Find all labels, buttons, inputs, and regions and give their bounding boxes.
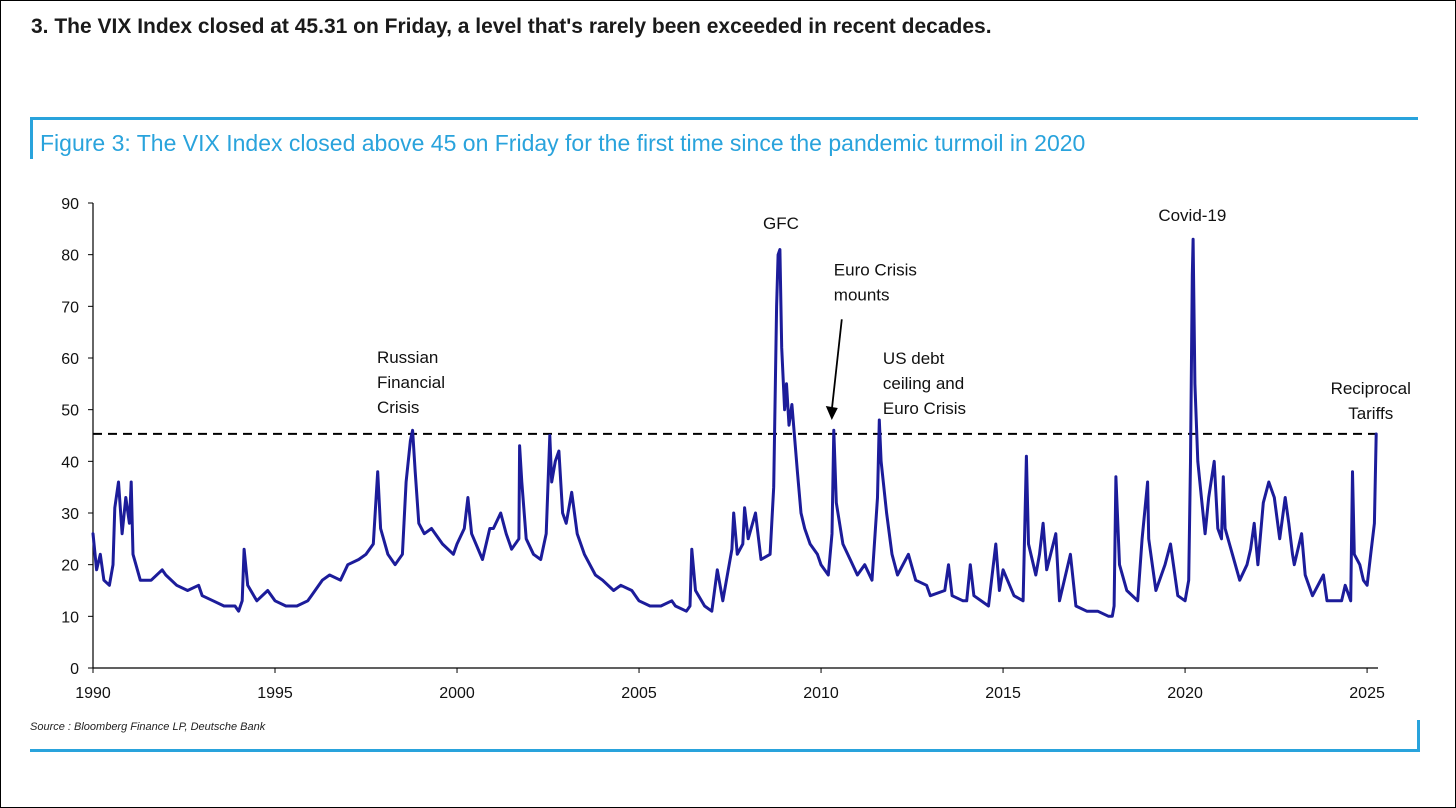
annotation-label: Crisis: [377, 398, 420, 417]
annotation-label: Euro Crisis: [883, 399, 966, 418]
source-note: Source : Bloomberg Finance LP, Deutsche …: [30, 721, 266, 733]
figure-top-rule: [30, 117, 1418, 120]
figure-left-tick: [30, 117, 33, 159]
y-tick-label: 70: [61, 299, 79, 316]
series-line-vix: [91, 237, 1378, 618]
annotations-group: GFC Euro Crisis mounts Russian Financial Cris…: [377, 206, 1411, 423]
annotation-label: US debt: [883, 349, 945, 368]
y-tick-label: 60: [61, 351, 79, 368]
y-tick-label: 0: [70, 661, 79, 678]
headline: 3. The VIX Index closed at 45.31 on Frid…: [31, 15, 992, 38]
annotation-label: Reciprocal: [1331, 379, 1411, 398]
annotation-label: GFC: [763, 214, 799, 233]
figure-bottom-rule: [30, 749, 1420, 752]
annotation-label: Covid-19: [1158, 206, 1226, 225]
x-tick-label: 2025: [1349, 685, 1385, 702]
annotation-label: ceiling and: [883, 374, 964, 393]
annotation-label: Euro Crisis: [834, 260, 917, 279]
y-tick-label: 10: [61, 609, 79, 626]
x-tick-label: 2015: [985, 685, 1021, 702]
figure-title: Figure 3: The VIX Index closed above 45 …: [40, 130, 1086, 156]
vix-line-chart: 0 10 20 30 40 50 60 70 80 90 1990 1995 2000 2005 2010 2…: [61, 196, 1411, 702]
x-tick-label: 2020: [1167, 685, 1203, 702]
y-tick-label: 20: [61, 558, 79, 575]
y-tick-label: 30: [61, 506, 79, 523]
annotation-arrowhead: [825, 406, 838, 420]
x-tick-label: 1995: [257, 685, 293, 702]
x-tick-label: 1990: [75, 685, 111, 702]
annotation-label: mounts: [834, 285, 890, 304]
y-tick-label: 40: [61, 454, 79, 471]
x-tick-label: 2010: [803, 685, 839, 702]
annotation-label: Russian: [377, 348, 438, 367]
x-tick-label: 2000: [439, 685, 475, 702]
figure-right-tick: [1417, 720, 1420, 752]
chart-axes: 0 10 20 30 40 50 60 70 80 90 1990 1995 2000 2005 2010 2…: [61, 196, 1385, 702]
annotation-label: Tariffs: [1348, 404, 1393, 423]
y-tick-label: 80: [61, 248, 79, 265]
series-group: [91, 237, 1378, 618]
y-tick-label: 50: [61, 403, 79, 420]
annotation-label: Financial: [377, 373, 445, 392]
annotation-arrow: [830, 319, 843, 411]
y-tick-label: 90: [61, 196, 79, 213]
x-tick-label: 2005: [621, 685, 657, 702]
